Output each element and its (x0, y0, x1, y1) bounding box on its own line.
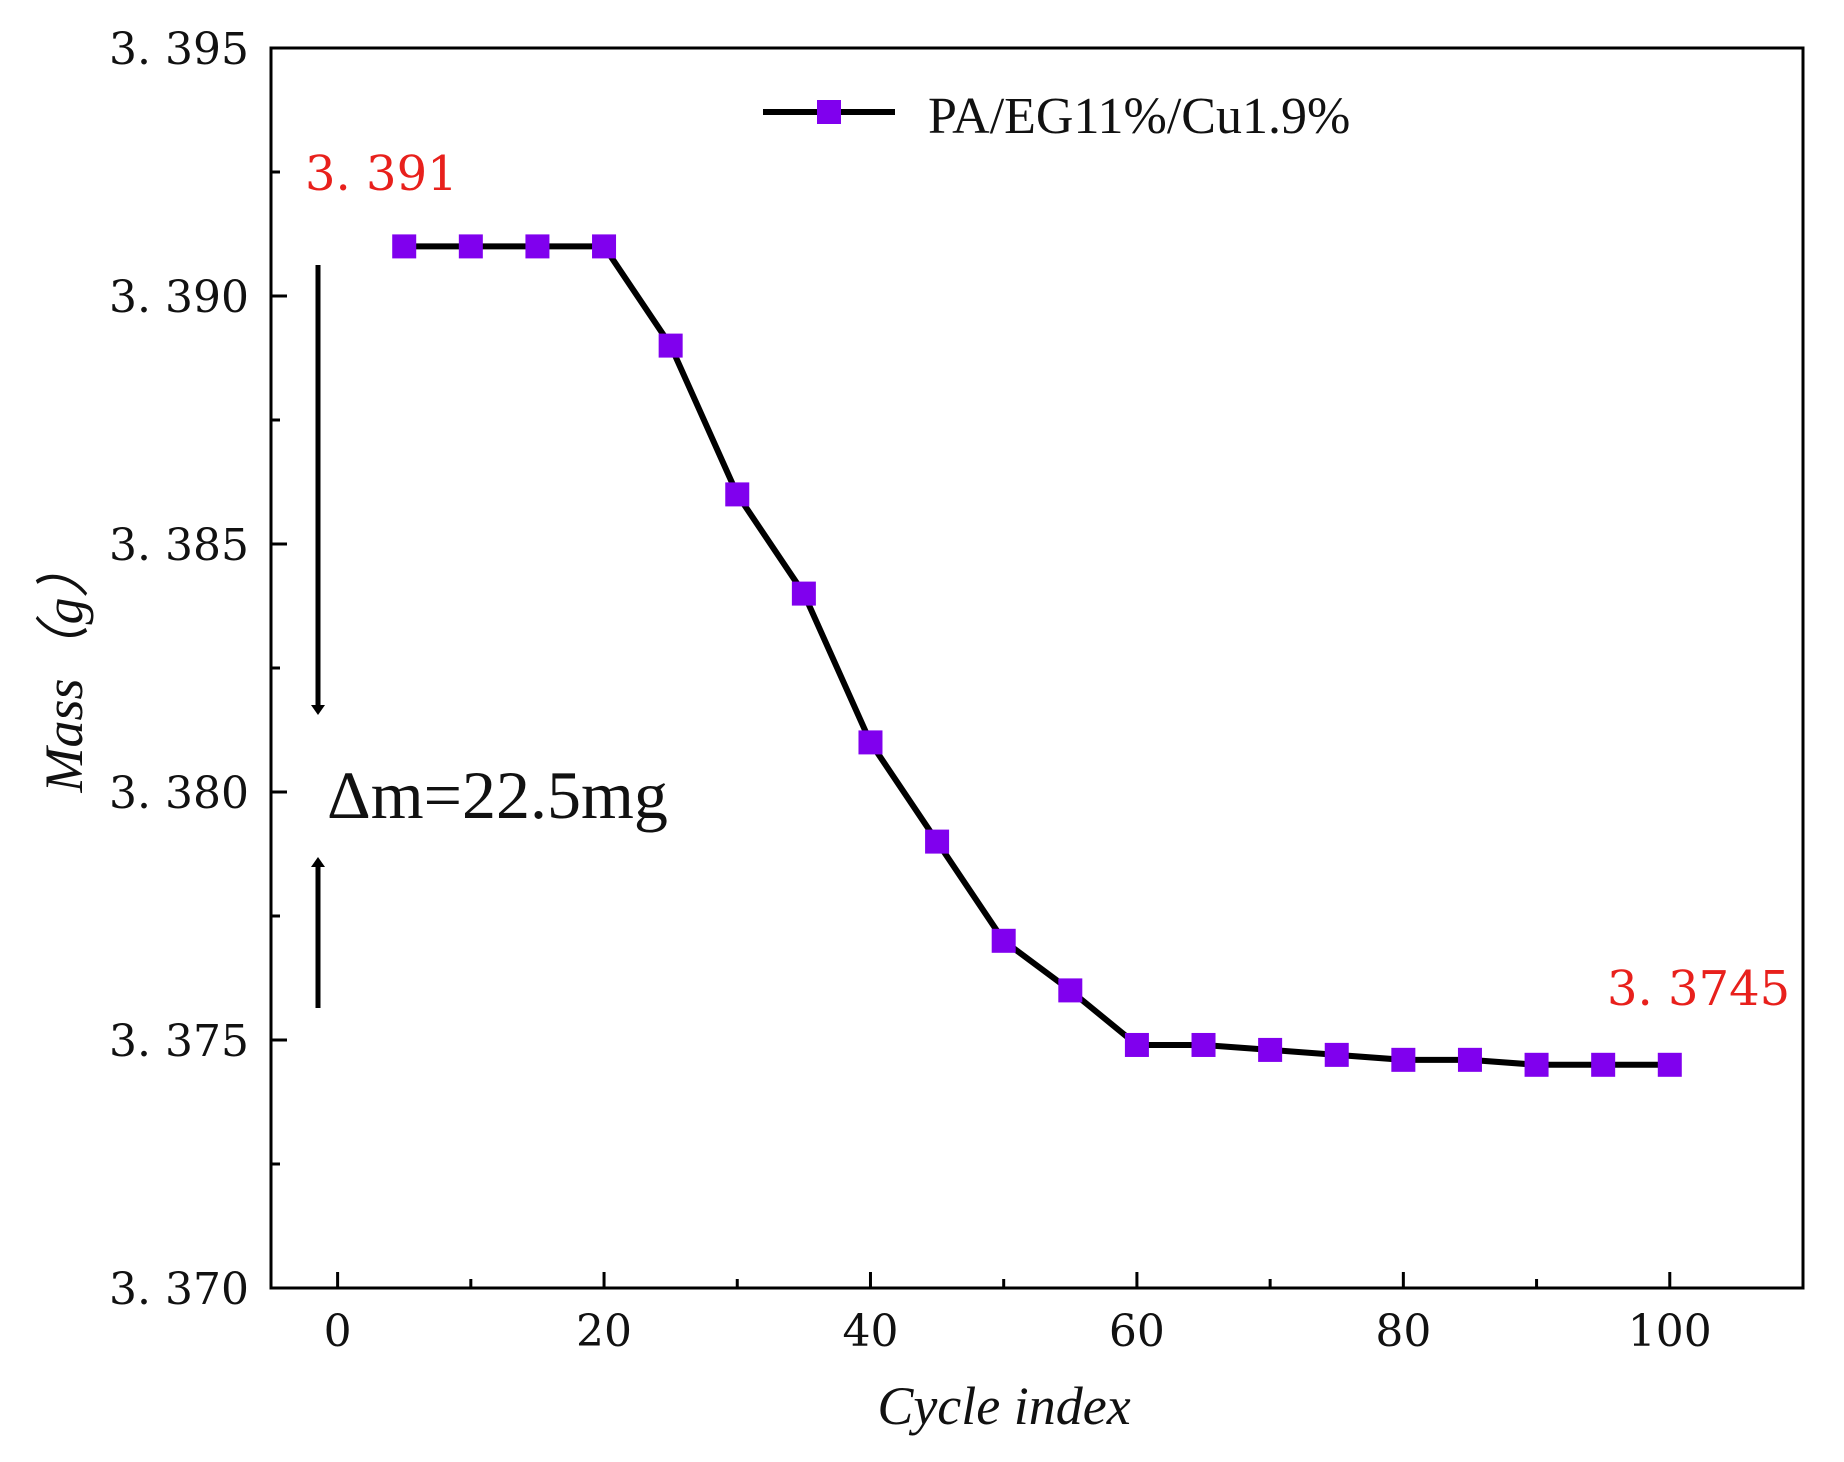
x-tick-label: 100 (1628, 1306, 1712, 1357)
data-point (1191, 1032, 1216, 1057)
y-axis-ticks: 3. 370 3. 375 3. 380 3. 385 3. 390 3. 395 (109, 24, 287, 1315)
y-tick-label: 3. 390 (109, 272, 249, 323)
series-layer (392, 234, 1682, 1077)
end-value-annotation: 3. 3745 (1607, 961, 1790, 1017)
data-point (1657, 1052, 1682, 1077)
data-point (1391, 1047, 1416, 1072)
x-tick-label: 0 (324, 1306, 352, 1357)
y-tick-label: 3. 375 (109, 1016, 249, 1067)
data-point (1258, 1037, 1283, 1062)
data-point (1591, 1052, 1616, 1077)
legend-marker-square (817, 100, 841, 124)
data-point (658, 333, 683, 358)
data-point (791, 581, 816, 606)
data-point (1524, 1052, 1549, 1077)
x-tick-label: 40 (842, 1306, 898, 1357)
x-axis-title: Cycle index (877, 1376, 1130, 1436)
x-tick-label: 20 (576, 1306, 632, 1357)
series-line (404, 243, 1670, 1068)
data-point (392, 234, 417, 259)
y-tick-label: 3. 385 (109, 520, 249, 571)
data-point (1457, 1047, 1482, 1072)
data-point (1324, 1042, 1349, 1067)
data-point (592, 234, 617, 259)
plot-frame (269, 46, 1805, 1290)
data-point (458, 234, 483, 259)
data-point (725, 482, 750, 507)
legend: PA/EG11%/Cu1.9% (763, 88, 1350, 145)
start-value-annotation: 3. 391 (305, 146, 458, 202)
data-point (1124, 1032, 1149, 1057)
data-point (925, 829, 950, 854)
x-axis-ticks: 0 20 40 60 80 100 (324, 1272, 1712, 1357)
data-point (1058, 978, 1083, 1003)
data-point (858, 730, 883, 755)
y-tick-label: 3. 380 (109, 768, 249, 819)
x-tick-label: 80 (1375, 1306, 1431, 1357)
x-tick-label: 60 (1109, 1306, 1165, 1357)
delta-mass-annotation: Δm=22.5mg (327, 757, 668, 833)
data-point (991, 928, 1016, 953)
y-tick-label: 3. 395 (109, 24, 249, 75)
y-tick-label: 3. 370 (109, 1264, 249, 1315)
data-point (525, 234, 550, 259)
legend-label: PA/EG11%/Cu1.9% (928, 88, 1350, 145)
y-axis-title: Mass（g） (34, 543, 94, 793)
